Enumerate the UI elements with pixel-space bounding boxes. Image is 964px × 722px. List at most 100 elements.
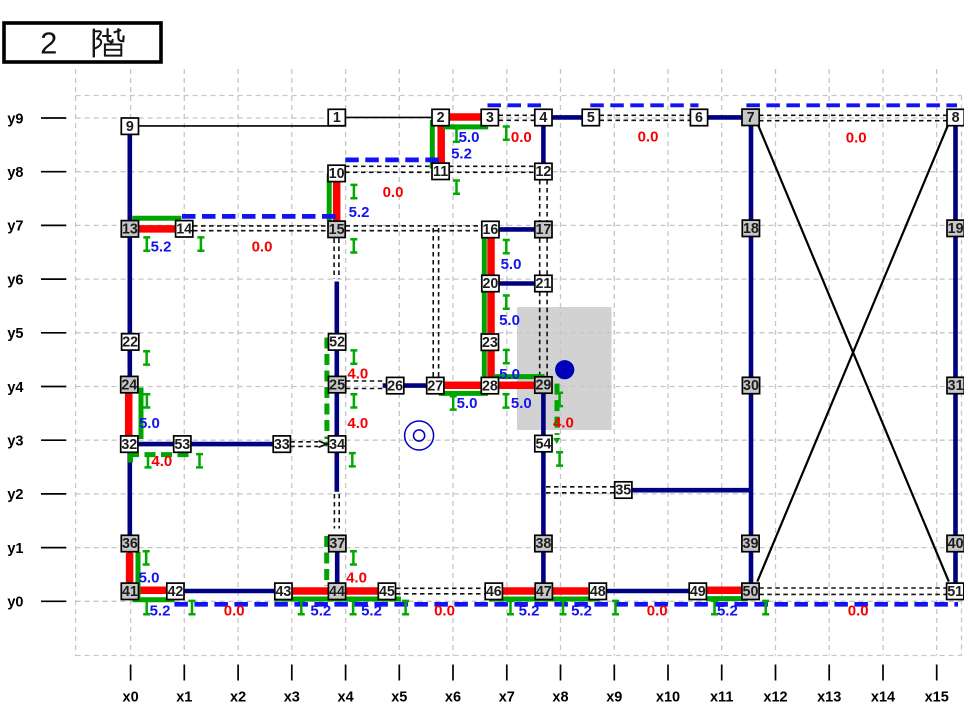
- svg-text:5: 5: [587, 110, 595, 126]
- svg-text:32: 32: [121, 437, 137, 453]
- svg-text:50: 50: [743, 584, 759, 600]
- svg-text:5.2: 5.2: [150, 602, 171, 619]
- svg-text:16: 16: [482, 222, 498, 238]
- svg-text:5.0: 5.0: [457, 395, 478, 412]
- svg-text:y5: y5: [7, 326, 23, 342]
- svg-text:0.0: 0.0: [252, 239, 273, 256]
- svg-text:33: 33: [274, 437, 290, 453]
- svg-text:21: 21: [535, 276, 551, 292]
- svg-text:4: 4: [539, 110, 547, 126]
- svg-text:x0: x0: [123, 690, 139, 706]
- svg-text:x5: x5: [391, 690, 407, 706]
- svg-text:42: 42: [167, 584, 183, 600]
- svg-text:5.2: 5.2: [310, 602, 331, 619]
- svg-text:0.0: 0.0: [511, 129, 532, 146]
- svg-text:8: 8: [952, 110, 960, 126]
- svg-text:31: 31: [948, 378, 964, 394]
- svg-text:x10: x10: [656, 690, 680, 706]
- svg-text:4.0: 4.0: [346, 570, 367, 587]
- svg-text:34: 34: [329, 437, 345, 453]
- svg-text:47: 47: [536, 584, 552, 600]
- svg-text:x12: x12: [763, 690, 787, 706]
- svg-text:45: 45: [379, 584, 395, 600]
- svg-text:y1: y1: [7, 541, 23, 557]
- svg-text:4.0: 4.0: [347, 366, 368, 383]
- svg-text:10: 10: [329, 166, 345, 182]
- svg-text:y2: y2: [7, 487, 23, 503]
- svg-text:24: 24: [121, 377, 137, 393]
- svg-text:43: 43: [275, 584, 291, 600]
- svg-text:y3: y3: [7, 434, 23, 450]
- svg-text:0.0: 0.0: [846, 129, 867, 146]
- svg-text:38: 38: [535, 536, 551, 552]
- svg-text:x11: x11: [710, 690, 733, 706]
- svg-text:36: 36: [122, 536, 138, 552]
- svg-text:41: 41: [122, 584, 138, 600]
- svg-text:18: 18: [743, 221, 759, 237]
- svg-text:13: 13: [122, 222, 138, 238]
- svg-text:x3: x3: [284, 690, 300, 706]
- svg-text:5.0: 5.0: [459, 129, 480, 146]
- svg-text:y4: y4: [7, 380, 23, 396]
- svg-text:x1: x1: [176, 690, 192, 706]
- svg-text:44: 44: [329, 584, 345, 600]
- svg-text:35: 35: [615, 483, 631, 499]
- svg-text:x8: x8: [552, 690, 568, 706]
- svg-text:14: 14: [176, 222, 192, 238]
- svg-text:y8: y8: [7, 165, 23, 181]
- svg-text:x13: x13: [817, 690, 841, 706]
- svg-text:30: 30: [743, 378, 759, 394]
- svg-text:x4: x4: [338, 690, 354, 706]
- svg-text:39: 39: [743, 536, 759, 552]
- svg-text:27: 27: [427, 378, 443, 394]
- svg-text:23: 23: [482, 335, 498, 351]
- svg-text:6: 6: [695, 110, 703, 126]
- svg-text:5.0: 5.0: [139, 415, 160, 432]
- svg-text:0.0: 0.0: [224, 602, 245, 619]
- svg-text:x7: x7: [499, 690, 515, 706]
- svg-text:12: 12: [535, 164, 551, 180]
- svg-text:5.0: 5.0: [499, 312, 520, 329]
- svg-text:52: 52: [329, 335, 345, 351]
- svg-text:5.0: 5.0: [501, 256, 522, 273]
- svg-text:0.0: 0.0: [638, 129, 659, 146]
- svg-text:0.0: 0.0: [647, 602, 668, 619]
- svg-text:28: 28: [482, 378, 498, 394]
- svg-text:29: 29: [535, 378, 551, 394]
- svg-text:y7: y7: [7, 219, 23, 235]
- svg-text:48: 48: [590, 584, 606, 600]
- svg-text:51: 51: [947, 584, 963, 600]
- svg-text:3: 3: [486, 110, 494, 126]
- svg-text:15: 15: [329, 222, 345, 238]
- svg-text:5.0: 5.0: [139, 570, 160, 587]
- svg-text:19: 19: [948, 221, 964, 237]
- svg-text:5.2: 5.2: [571, 602, 592, 619]
- svg-text:5.0: 5.0: [511, 395, 532, 412]
- svg-text:0.0: 0.0: [434, 602, 455, 619]
- svg-text:5.2: 5.2: [361, 602, 382, 619]
- svg-text:2: 2: [40, 26, 57, 61]
- svg-text:40: 40: [948, 536, 964, 552]
- svg-text:y9: y9: [7, 111, 23, 127]
- svg-text:4.0: 4.0: [151, 453, 172, 470]
- svg-text:5.2: 5.2: [451, 145, 472, 162]
- svg-text:17: 17: [535, 222, 551, 238]
- svg-text:11: 11: [433, 164, 448, 180]
- svg-text:x15: x15: [925, 690, 949, 706]
- svg-text:5.2: 5.2: [151, 239, 172, 256]
- svg-text:x6: x6: [445, 690, 461, 706]
- svg-text:54: 54: [535, 436, 551, 452]
- svg-text:y0: y0: [7, 595, 23, 611]
- svg-text:y6: y6: [7, 272, 23, 288]
- svg-text:5.2: 5.2: [717, 602, 738, 619]
- svg-text:5.0: 5.0: [499, 366, 520, 383]
- svg-text:9: 9: [126, 119, 134, 135]
- svg-text:x2: x2: [230, 690, 246, 706]
- svg-text:0.0: 0.0: [848, 602, 869, 619]
- svg-text:5.2: 5.2: [349, 204, 370, 221]
- svg-text:26: 26: [387, 378, 403, 394]
- svg-text:2: 2: [437, 110, 445, 126]
- svg-text:25: 25: [329, 377, 345, 393]
- svg-text:4.0: 4.0: [553, 415, 574, 432]
- svg-text:7: 7: [747, 110, 755, 126]
